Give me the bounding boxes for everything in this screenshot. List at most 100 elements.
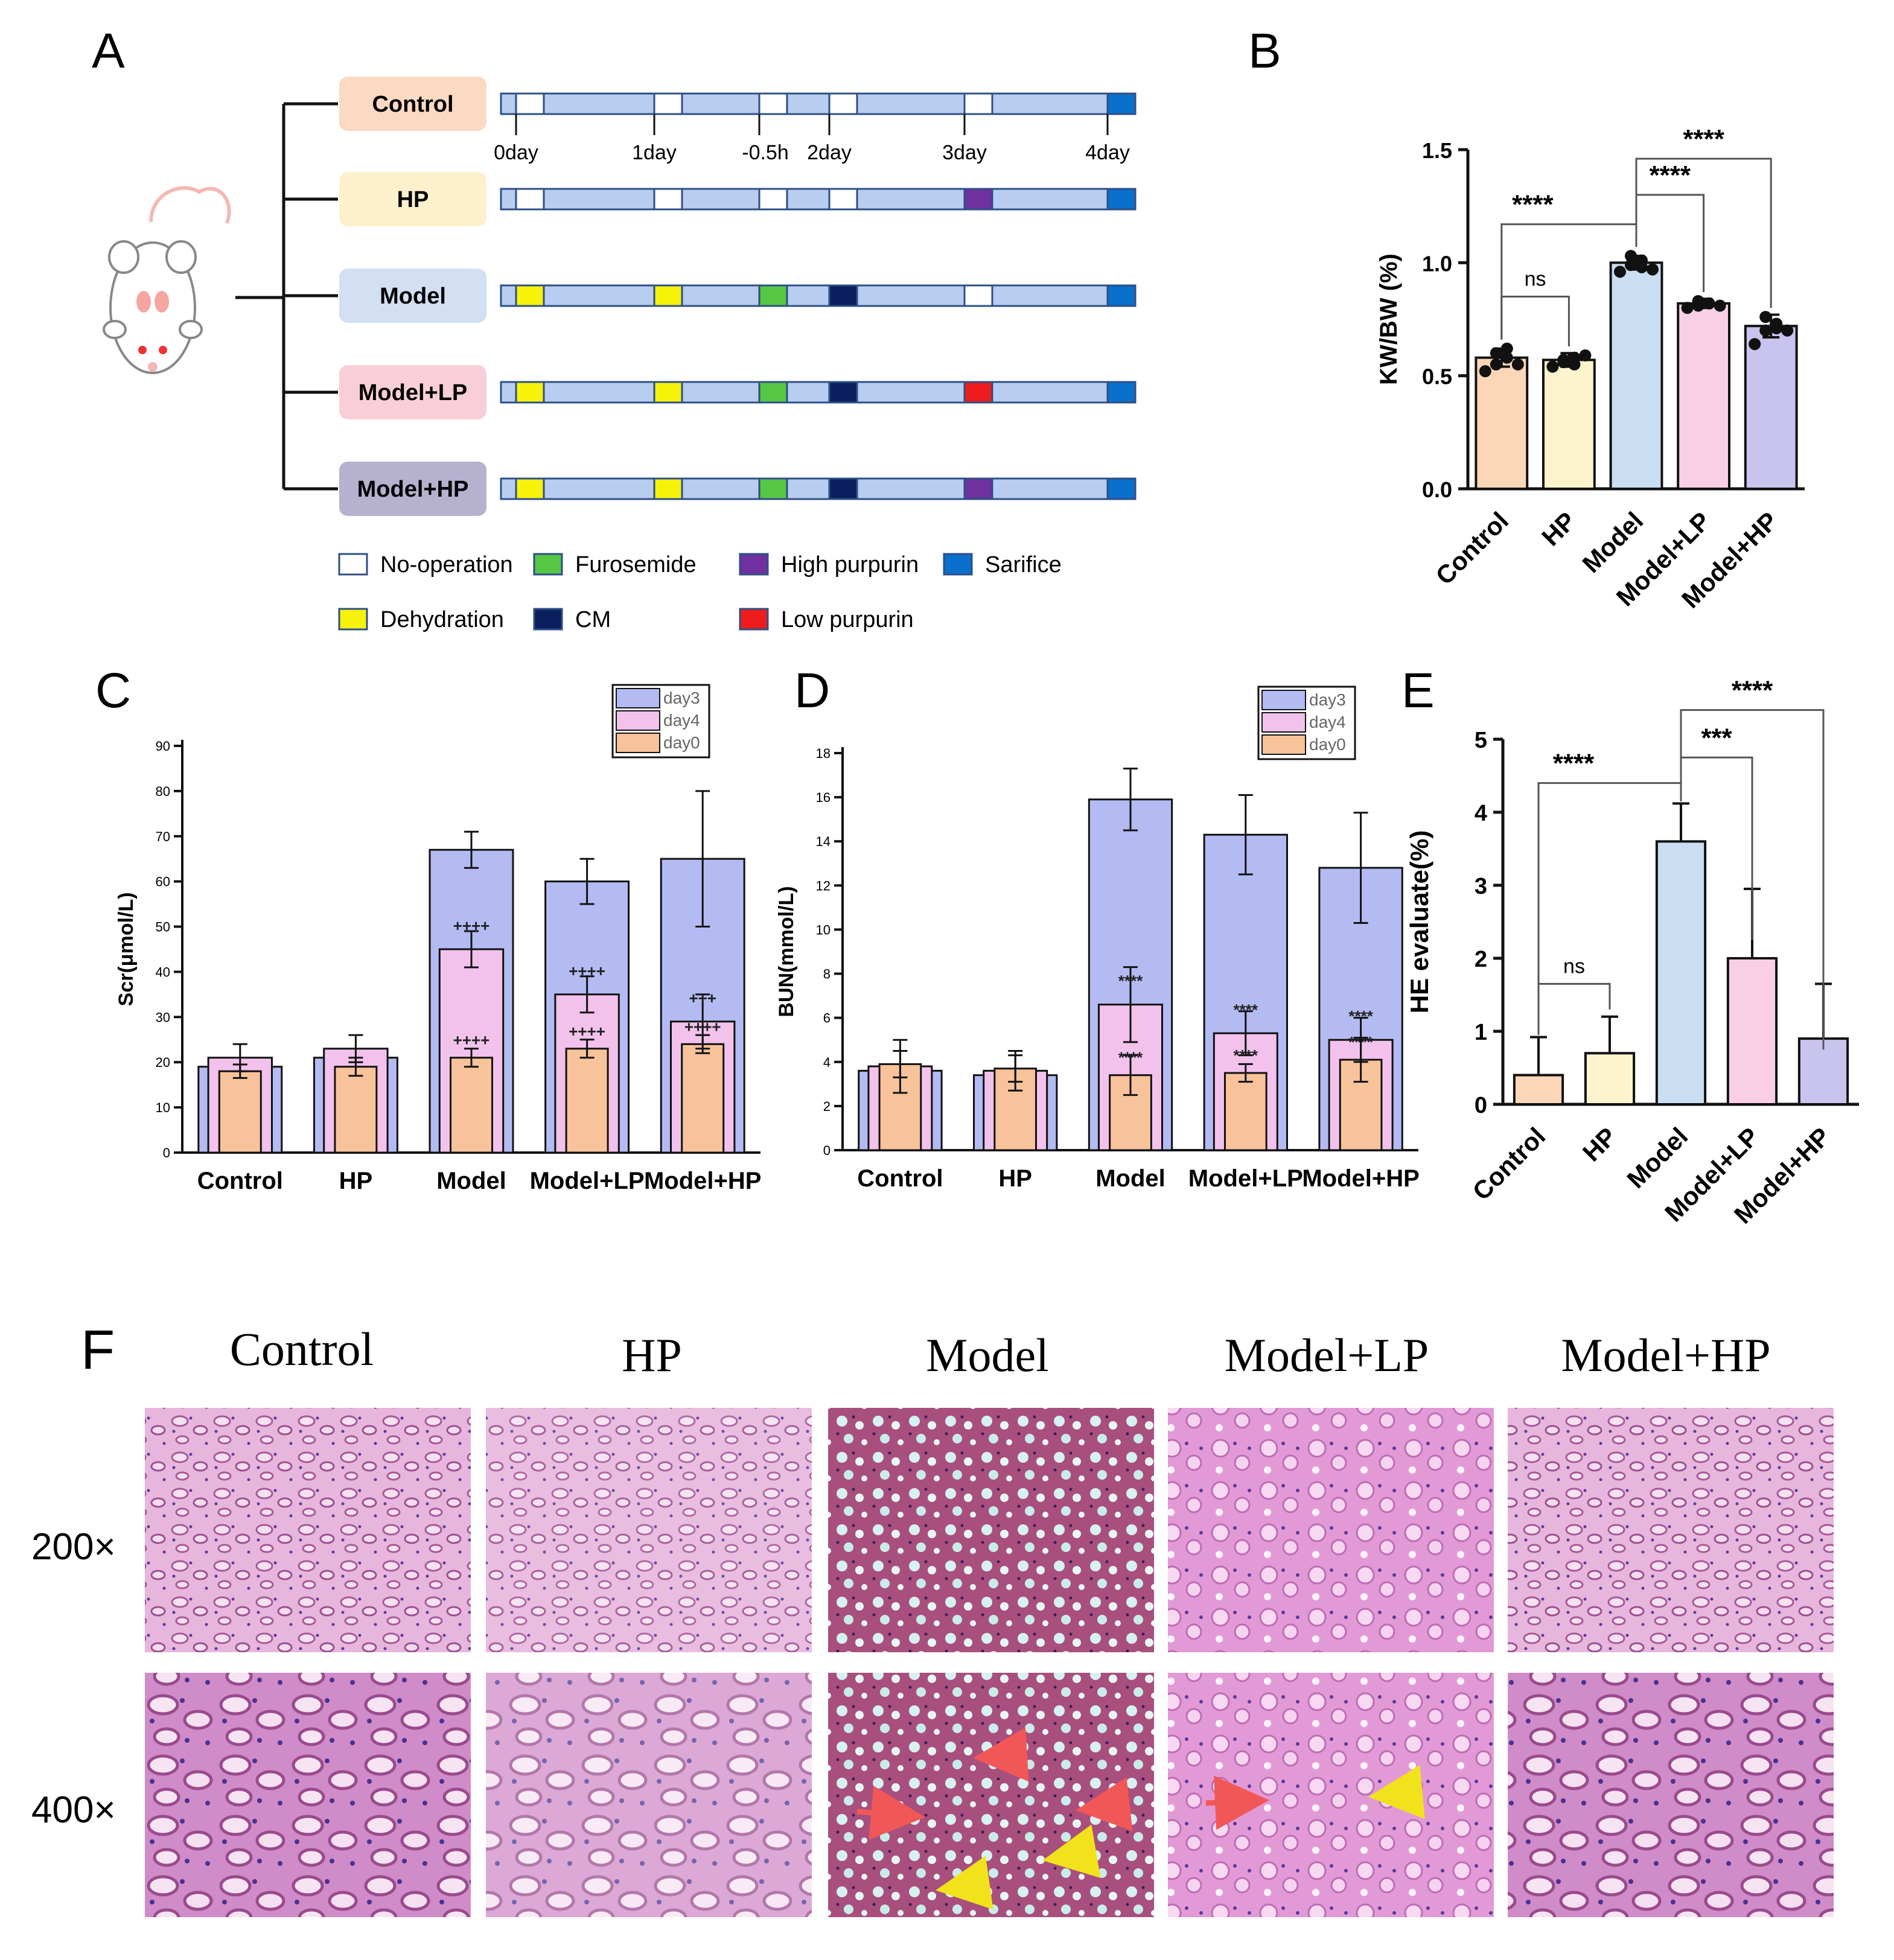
category-label: Model: [436, 1168, 506, 1194]
legend-label-day0: day0: [663, 733, 700, 752]
panel-label-c: C: [95, 663, 131, 718]
significance-bracket: [1537, 982, 1611, 1036]
category-label: Model: [1095, 1165, 1165, 1192]
legend-label-day0: day0: [1309, 735, 1346, 754]
micrograph-hp-400x: [486, 1673, 812, 1917]
legend-swatch-high-purpurin: [739, 553, 769, 576]
histology-col-model-hp: Model+HP: [1561, 1329, 1770, 1381]
y-tick-label: 1: [1475, 1020, 1487, 1045]
category-label: Model+LP: [1188, 1165, 1303, 1192]
timeline-marker-dehydration: [653, 381, 683, 404]
timeline-marker-no-operation: [758, 188, 788, 211]
data-point: [1579, 349, 1592, 361]
y-tick-label: 16: [816, 790, 831, 805]
legend-swatch-dehydration: [338, 608, 368, 631]
legend-label-high-purpurin: High purpurin: [781, 552, 919, 578]
timeline-bar: [500, 284, 1124, 307]
significance-mark: ****: [1348, 1033, 1373, 1051]
timeline-marker-furosemide: [758, 381, 788, 404]
data-point: [1714, 299, 1726, 312]
timeline-marker-high-purpurin: [963, 477, 993, 500]
bar: [1542, 358, 1596, 490]
legend-label-dehydration: Dehydration: [380, 607, 504, 632]
timeline-marker-dehydration: [515, 477, 545, 500]
panel-label-e: E: [1401, 663, 1435, 718]
day-label: 3day: [942, 141, 987, 164]
bar-day0: [334, 1066, 378, 1154]
group-label-hp: HP: [397, 187, 429, 212]
histology-col-hp: HP: [622, 1329, 682, 1381]
y-tick-label: 3: [1475, 874, 1487, 899]
timeline-bar: [500, 381, 1124, 404]
timeline-marker-dehydration: [653, 284, 683, 307]
bar: [1475, 356, 1529, 491]
micrograph-model-400x: [828, 1673, 1154, 1917]
micrograph-model-hp-200x: [1508, 1408, 1834, 1652]
legend-label-day4: day4: [663, 711, 700, 730]
category-label: Control: [197, 1168, 283, 1194]
timeline-marker-no-operation: [828, 92, 858, 115]
data-point: [1749, 338, 1761, 351]
significance-bracket: [1537, 782, 1681, 1036]
category-label: Control: [1467, 1122, 1551, 1206]
bun-chart: 0 2 4 6 8 10 12 14 16 18 BUN(mmol/L) Control HP Model…: [775, 686, 1420, 1192]
red-arrow: [1205, 1775, 1269, 1830]
group-box-model-lp: [339, 365, 486, 419]
timeline-marker-no-operation: [963, 284, 993, 307]
data-point: [1703, 297, 1715, 310]
data-point: [1692, 295, 1704, 308]
panel-label-a: A: [92, 24, 125, 78]
significance-label: ****: [1732, 676, 1773, 705]
bar-day0: [681, 1043, 725, 1154]
legend-label-day3: day3: [663, 689, 700, 707]
bar-day0: [1223, 1072, 1267, 1151]
legend-swatch-cm: [533, 608, 563, 631]
timeline-marker-dehydration: [515, 284, 545, 307]
histology-col-model: Model: [926, 1329, 1049, 1381]
legend-label-day3: day3: [1309, 690, 1346, 709]
category-label: HP: [998, 1165, 1032, 1192]
y-axis-label: KW/BW (%): [1376, 253, 1402, 385]
red-arrow: [856, 1786, 925, 1840]
y-tick-label: 2: [823, 1099, 831, 1114]
y-tick-label: 70: [156, 829, 170, 844]
y-tick-label: 10: [156, 1100, 170, 1115]
significance-label: ****: [1553, 749, 1595, 778]
legend-swatch-day0: [616, 733, 660, 753]
significance-mark: ****: [1348, 1007, 1373, 1025]
panel-label-b: B: [1248, 24, 1281, 78]
histology-row-200x: 200×: [31, 1526, 116, 1568]
legend-swatch-day3: [1261, 690, 1306, 710]
y-tick-label: 20: [156, 1055, 170, 1070]
group-box-model: [339, 269, 486, 323]
significance-mark: +++: [689, 989, 716, 1007]
data-point: [1568, 358, 1581, 371]
data-point: [1759, 311, 1772, 323]
y-tick-label: 14: [816, 834, 831, 849]
group-box-model-hp: [339, 462, 486, 516]
category-label: Model+HP: [1302, 1165, 1419, 1192]
y-tick-label: 6: [823, 1011, 831, 1026]
timeline-marker-no-operation: [758, 92, 788, 115]
group-label-model: Model: [380, 284, 446, 309]
bar: [1655, 840, 1707, 1106]
data-point: [1681, 302, 1694, 314]
bar-day0: [218, 1070, 262, 1154]
legend-label-day4: day4: [1309, 713, 1346, 731]
data-point: [1647, 263, 1659, 276]
significance-bracket: [1500, 223, 1636, 340]
day-label: 4day: [1085, 141, 1130, 164]
histology-col-control: Control: [230, 1323, 374, 1375]
data-point: [1557, 354, 1570, 366]
y-tick-label: 40: [156, 964, 170, 979]
timeline-marker-dehydration: [515, 381, 545, 404]
yellow-arrow: [936, 1856, 993, 1910]
significance-label: ****: [1512, 190, 1554, 220]
y-tick-label: 8: [823, 967, 831, 982]
y-tick-label: 12: [816, 878, 831, 893]
significance-bracket: [1635, 194, 1705, 293]
scr-chart: 0 10 20 30 40 50 60 70 80 90 Scr(μmol/L) Control HP M…: [115, 684, 761, 1194]
yellow-arrow: [1042, 1824, 1101, 1879]
